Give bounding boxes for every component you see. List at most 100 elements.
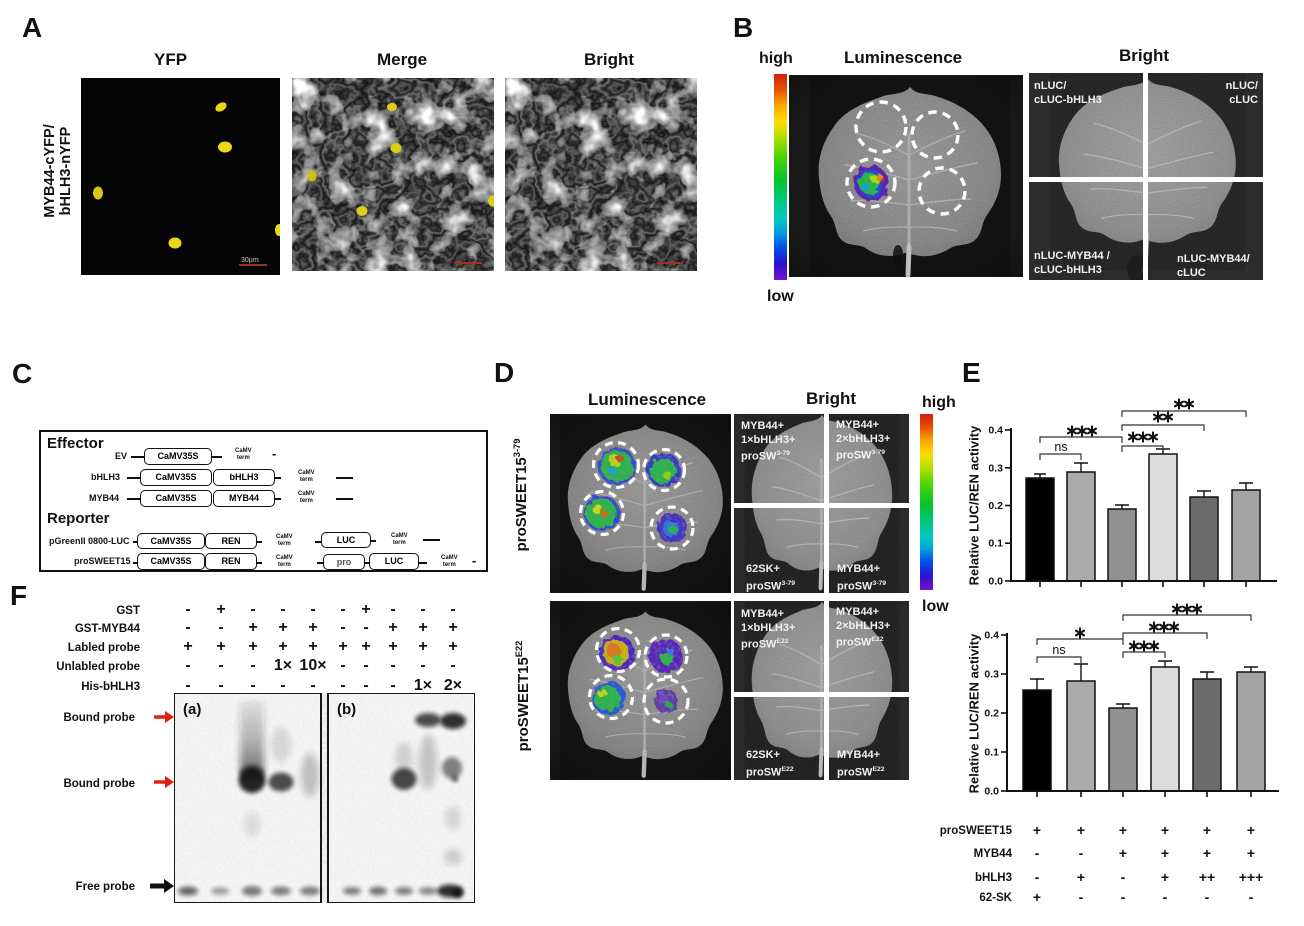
svg-text:+: + <box>278 619 287 636</box>
svg-text:-: - <box>280 601 285 618</box>
svg-text:+: + <box>388 638 397 655</box>
svg-text:-: - <box>340 657 345 674</box>
svg-text:+: + <box>1161 869 1169 885</box>
svg-text:ns: ns <box>1054 440 1067 454</box>
svg-text:30µm: 30µm <box>659 255 677 262</box>
svg-text:-: - <box>250 657 255 674</box>
svg-text:0.2: 0.2 <box>988 500 1003 512</box>
svg-text:-: - <box>250 677 255 694</box>
svg-text:-: - <box>1079 889 1084 905</box>
svg-text:-: - <box>390 677 395 694</box>
svg-text:MYB44: MYB44 <box>974 848 1013 860</box>
svg-text:Bound probe: Bound probe <box>63 712 135 724</box>
svg-text:-: - <box>1035 869 1040 885</box>
svg-text:+: + <box>216 601 225 618</box>
svg-text:-: - <box>1035 845 1040 861</box>
svg-text:-: - <box>1163 889 1168 905</box>
svg-text:-: - <box>420 601 425 618</box>
svg-text:++: ++ <box>1199 869 1215 885</box>
svg-text:-: - <box>218 657 223 674</box>
svg-text:-: - <box>363 657 368 674</box>
svg-text:+: + <box>216 638 225 655</box>
svg-text:-: - <box>340 619 345 636</box>
svg-text:0.3: 0.3 <box>988 462 1003 474</box>
svg-text:+: + <box>308 619 317 636</box>
svg-text:-: - <box>185 677 190 694</box>
svg-text:-: - <box>340 601 345 618</box>
svg-text:-: - <box>1079 845 1084 861</box>
svg-text:Bound probe: Bound probe <box>63 778 135 790</box>
svg-text:+++: +++ <box>1239 869 1264 885</box>
svg-text:0.4: 0.4 <box>984 630 999 642</box>
svg-text:+: + <box>388 619 397 636</box>
svg-text:-: - <box>218 677 223 694</box>
svg-text:-: - <box>185 657 190 674</box>
svg-text:10×: 10× <box>299 657 326 674</box>
svg-text:-: - <box>218 619 223 636</box>
svg-text:-: - <box>450 657 455 674</box>
svg-text:-: - <box>185 601 190 618</box>
svg-text:-: - <box>1121 869 1126 885</box>
svg-text:-: - <box>185 619 190 636</box>
svg-text:+: + <box>418 619 427 636</box>
svg-text:-: - <box>390 657 395 674</box>
svg-text:0.1: 0.1 <box>984 747 999 759</box>
svg-text:+: + <box>278 638 287 655</box>
svg-text:30µm: 30µm <box>456 255 474 262</box>
svg-text:+: + <box>1203 845 1211 861</box>
svg-text:+: + <box>1161 822 1169 838</box>
svg-text:0.1: 0.1 <box>988 538 1003 550</box>
svg-text:30µm: 30µm <box>241 257 259 264</box>
svg-text:ns: ns <box>1052 643 1065 657</box>
svg-text:+: + <box>1119 822 1127 838</box>
svg-text:+: + <box>1119 845 1127 861</box>
svg-text:0.3: 0.3 <box>984 669 999 681</box>
svg-text:+: + <box>361 638 370 655</box>
svg-text:-: - <box>1205 889 1210 905</box>
svg-text:1×: 1× <box>414 677 432 694</box>
svg-text:GST: GST <box>116 605 140 617</box>
svg-text:+: + <box>1247 822 1255 838</box>
svg-text:0.0: 0.0 <box>984 786 999 798</box>
svg-text:His-bHLH3: His-bHLH3 <box>81 681 140 693</box>
svg-text:+: + <box>183 638 192 655</box>
svg-text:-: - <box>1121 889 1126 905</box>
svg-text:proSWEET15: proSWEET15 <box>940 825 1013 837</box>
svg-text:+: + <box>248 638 257 655</box>
svg-text:+: + <box>308 638 317 655</box>
svg-text:-: - <box>280 677 285 694</box>
svg-text:GST-MYB44: GST-MYB44 <box>75 623 141 635</box>
svg-text:2×: 2× <box>444 677 462 694</box>
svg-text:+: + <box>1247 845 1255 861</box>
svg-text:+: + <box>1033 889 1041 905</box>
svg-text:Labled probe: Labled probe <box>68 642 140 654</box>
svg-text:+: + <box>1033 822 1041 838</box>
svg-text:-: - <box>363 677 368 694</box>
svg-text:+: + <box>248 619 257 636</box>
svg-text:+: + <box>1203 822 1211 838</box>
svg-text:1×: 1× <box>274 657 292 674</box>
svg-text:0.4: 0.4 <box>988 425 1003 437</box>
svg-text:+: + <box>448 619 457 636</box>
svg-text:-: - <box>390 601 395 618</box>
svg-text:(b): (b) <box>337 701 356 718</box>
svg-text:-: - <box>340 677 345 694</box>
svg-text:+: + <box>338 638 347 655</box>
svg-text:0.0: 0.0 <box>988 576 1003 588</box>
svg-text:-: - <box>250 601 255 618</box>
svg-text:62-SK: 62-SK <box>979 892 1012 904</box>
svg-text:-: - <box>420 657 425 674</box>
svg-text:Free probe: Free probe <box>76 881 135 893</box>
svg-text:-: - <box>363 619 368 636</box>
svg-text:Unlabled probe: Unlabled probe <box>56 661 140 673</box>
svg-text:+: + <box>448 638 457 655</box>
svg-text:+: + <box>361 601 370 618</box>
svg-text:(a): (a) <box>183 701 201 718</box>
svg-text:-: - <box>310 601 315 618</box>
svg-text:+: + <box>1077 822 1085 838</box>
svg-text:+: + <box>1077 869 1085 885</box>
svg-text:+: + <box>1161 845 1169 861</box>
svg-text:-: - <box>1249 889 1254 905</box>
svg-text:+: + <box>418 638 427 655</box>
svg-text:0.2: 0.2 <box>984 708 999 720</box>
